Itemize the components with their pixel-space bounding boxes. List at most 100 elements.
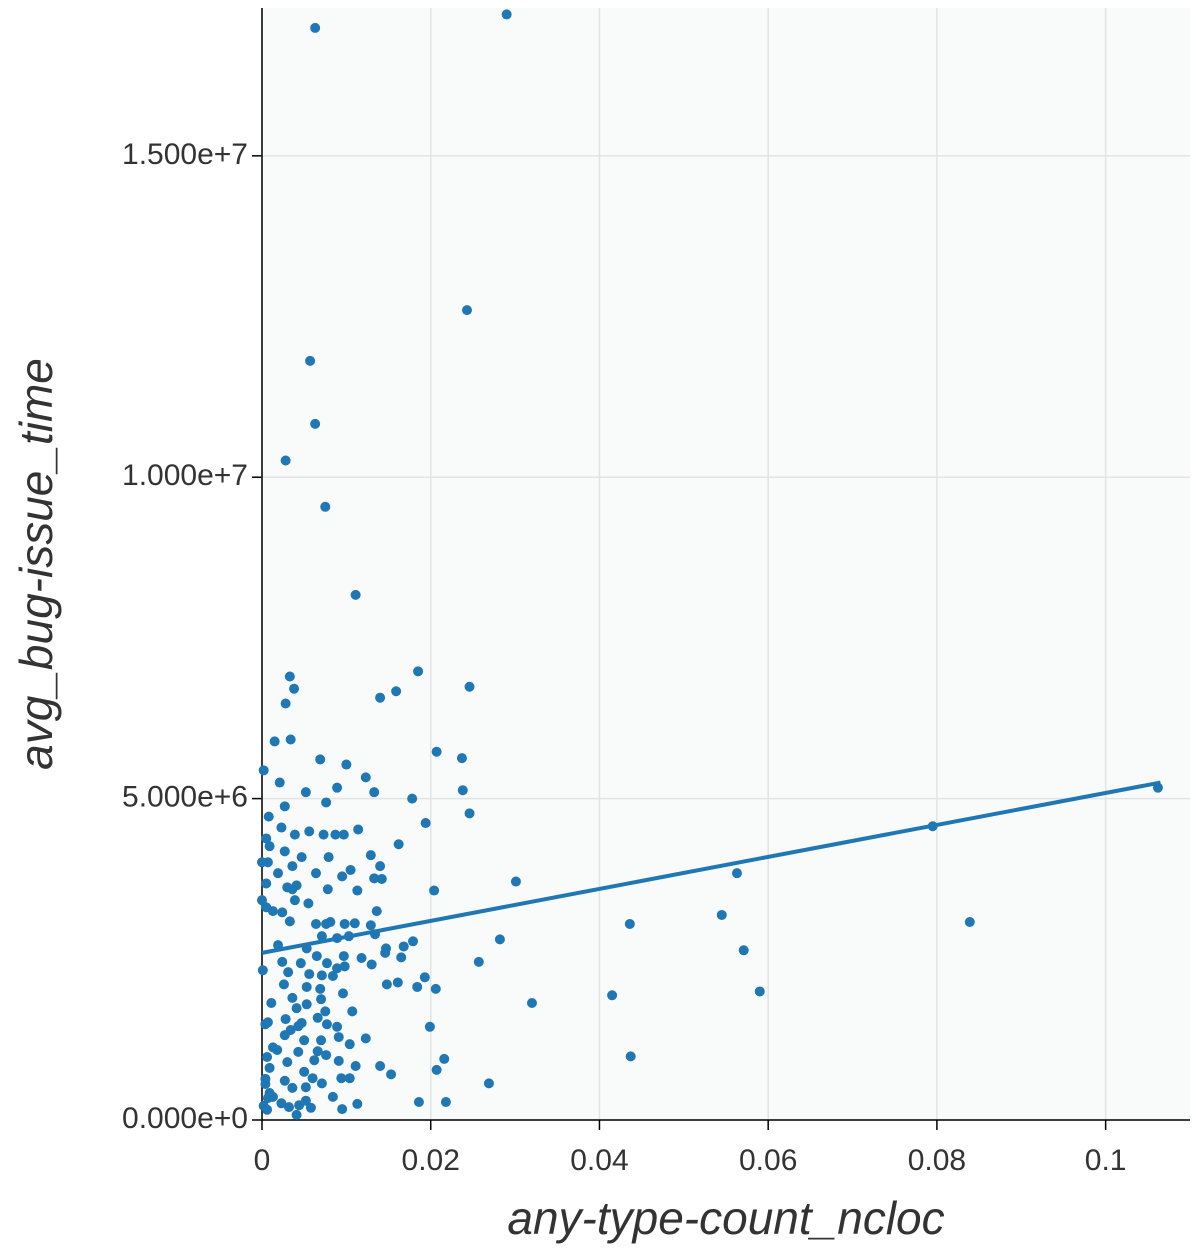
point <box>300 1082 311 1093</box>
y-tick-label: 0.000e+0 <box>122 1102 248 1135</box>
point <box>347 1006 358 1017</box>
point <box>344 1073 355 1084</box>
point <box>279 1075 290 1086</box>
y-axis-title: avg_bug-issue_time <box>10 358 62 770</box>
point <box>279 846 290 857</box>
point <box>320 1006 331 1017</box>
point <box>462 305 473 316</box>
point <box>341 759 352 770</box>
point <box>413 1097 424 1108</box>
point <box>284 916 295 927</box>
point <box>356 953 367 964</box>
point <box>305 355 316 366</box>
point <box>311 951 322 962</box>
point <box>269 736 280 747</box>
point <box>321 958 332 969</box>
point <box>352 885 363 896</box>
point <box>352 1098 363 1109</box>
point <box>320 501 331 512</box>
point <box>738 945 749 956</box>
point <box>260 1019 271 1030</box>
point <box>332 782 343 793</box>
point <box>424 1021 435 1032</box>
point <box>375 1061 386 1072</box>
point <box>287 1082 298 1093</box>
point <box>289 683 300 694</box>
point <box>291 1109 302 1120</box>
point <box>316 1078 327 1089</box>
point <box>365 850 376 861</box>
point <box>494 934 505 945</box>
point <box>483 1078 494 1089</box>
point <box>716 909 727 920</box>
point <box>369 787 380 798</box>
point <box>279 1030 290 1041</box>
point <box>295 958 306 969</box>
point <box>276 822 287 833</box>
x-tick-label: 0.02 <box>402 1144 460 1177</box>
point <box>419 972 430 983</box>
point <box>407 793 418 804</box>
point <box>303 898 314 909</box>
point <box>262 1052 273 1063</box>
point <box>287 861 298 872</box>
point <box>625 1051 636 1062</box>
fit-line <box>261 780 1161 955</box>
point <box>510 876 521 887</box>
point <box>464 808 475 819</box>
point <box>277 956 288 967</box>
point <box>439 1053 450 1064</box>
point <box>316 970 327 981</box>
point <box>607 990 618 1001</box>
point <box>325 917 336 928</box>
point <box>380 947 391 958</box>
point <box>312 1046 323 1057</box>
point <box>309 1055 320 1066</box>
point <box>323 852 334 863</box>
point <box>263 811 274 822</box>
point <box>366 959 377 970</box>
point <box>420 818 431 829</box>
point <box>338 829 349 840</box>
point <box>376 873 387 884</box>
point <box>731 868 742 879</box>
point <box>262 857 273 868</box>
point <box>369 873 380 884</box>
point <box>283 1102 294 1113</box>
point <box>333 1032 344 1043</box>
point <box>375 861 386 872</box>
point <box>262 1093 273 1104</box>
point <box>473 956 484 967</box>
point <box>310 418 321 429</box>
point <box>274 777 285 788</box>
point <box>339 918 350 929</box>
point <box>285 734 296 745</box>
point <box>501 9 512 20</box>
y-tick-label: 1.500e+7 <box>122 138 248 171</box>
point <box>291 1003 302 1014</box>
plot-background <box>262 8 1190 1120</box>
point <box>261 878 272 889</box>
point <box>344 1039 355 1050</box>
point <box>431 1064 442 1075</box>
point <box>289 829 300 840</box>
point <box>350 589 361 600</box>
point <box>391 686 402 697</box>
point <box>392 977 403 988</box>
point <box>301 981 312 992</box>
y-tick-label: 1.000e+7 <box>122 459 248 492</box>
point <box>349 918 360 929</box>
point <box>279 801 290 812</box>
point <box>360 772 371 783</box>
point <box>280 1014 291 1025</box>
point <box>429 885 440 896</box>
point <box>294 1100 305 1111</box>
point <box>754 986 765 997</box>
point <box>304 826 315 837</box>
point <box>304 969 315 980</box>
point <box>278 979 289 990</box>
point <box>440 1097 451 1108</box>
point <box>337 1104 348 1115</box>
x-tick-label: 0.04 <box>570 1144 628 1177</box>
